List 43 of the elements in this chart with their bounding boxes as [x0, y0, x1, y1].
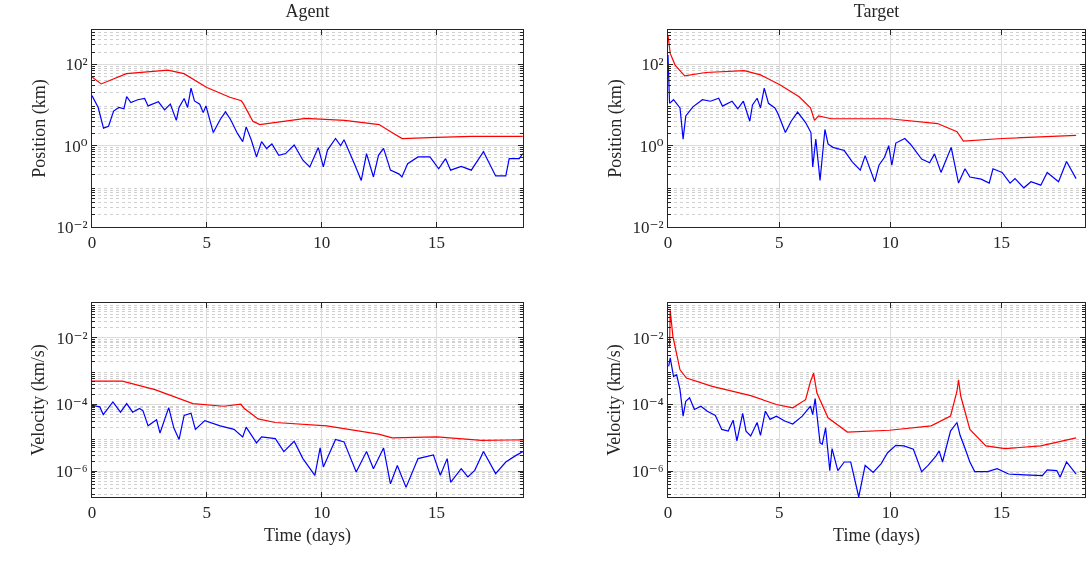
line-series	[92, 69, 523, 140]
line-series	[668, 357, 1077, 497]
x-tick-label: 5	[202, 233, 212, 253]
x-tick-label: 10	[313, 503, 331, 523]
x-tick-label: 0	[87, 503, 97, 523]
y-tick-label: 10⁻⁶	[631, 462, 664, 482]
y-tick-label: 10⁰	[63, 136, 88, 156]
x-tick-label: 15	[992, 233, 1010, 253]
y-tick-label: 10⁻²	[632, 328, 664, 348]
y-tick-label: 10⁻²	[56, 328, 88, 348]
y-tick-label: 10⁻⁶	[55, 462, 88, 482]
chart-title: Agent	[285, 0, 330, 21]
y-tick-label: 10⁻⁴	[631, 395, 664, 415]
x-tick-label: 15	[428, 233, 446, 253]
y-axis-title: Velocity (km/s)	[603, 344, 625, 456]
x-tick-label: 0	[663, 503, 673, 523]
x-tick-label: 15	[992, 503, 1010, 523]
y-axis-title: Velocity (km/s)	[27, 344, 49, 456]
line-series	[668, 309, 1077, 450]
x-tick-label: 0	[663, 233, 673, 253]
x-tick-label: 0	[87, 233, 97, 253]
y-axis-title: Position (km)	[604, 79, 626, 178]
y-tick-label: 10²	[641, 55, 664, 75]
x-tick-label: 5	[202, 503, 212, 523]
x-tick-label: 10	[313, 233, 331, 253]
line-series	[668, 34, 1077, 142]
x-axis-title: Time (days)	[264, 524, 351, 546]
x-tick-label: 10	[881, 503, 899, 523]
line-series	[668, 54, 1077, 189]
chart-title: Target	[853, 0, 900, 21]
x-tick-label: 5	[774, 233, 784, 253]
line-series	[92, 87, 523, 181]
y-tick-label: 10⁻⁴	[55, 395, 88, 415]
line-series	[92, 401, 523, 488]
y-tick-label: 10⁰	[639, 136, 664, 156]
x-tick-label: 15	[428, 503, 446, 523]
x-tick-label: 5	[774, 503, 784, 523]
x-tick-label: 10	[881, 233, 899, 253]
y-axis-title: Position (km)	[28, 79, 50, 178]
y-tick-label: 10⁻²	[56, 217, 88, 237]
x-axis-title: Time (days)	[833, 524, 920, 546]
y-tick-label: 10⁻²	[632, 217, 664, 237]
y-tick-label: 10²	[65, 55, 88, 75]
